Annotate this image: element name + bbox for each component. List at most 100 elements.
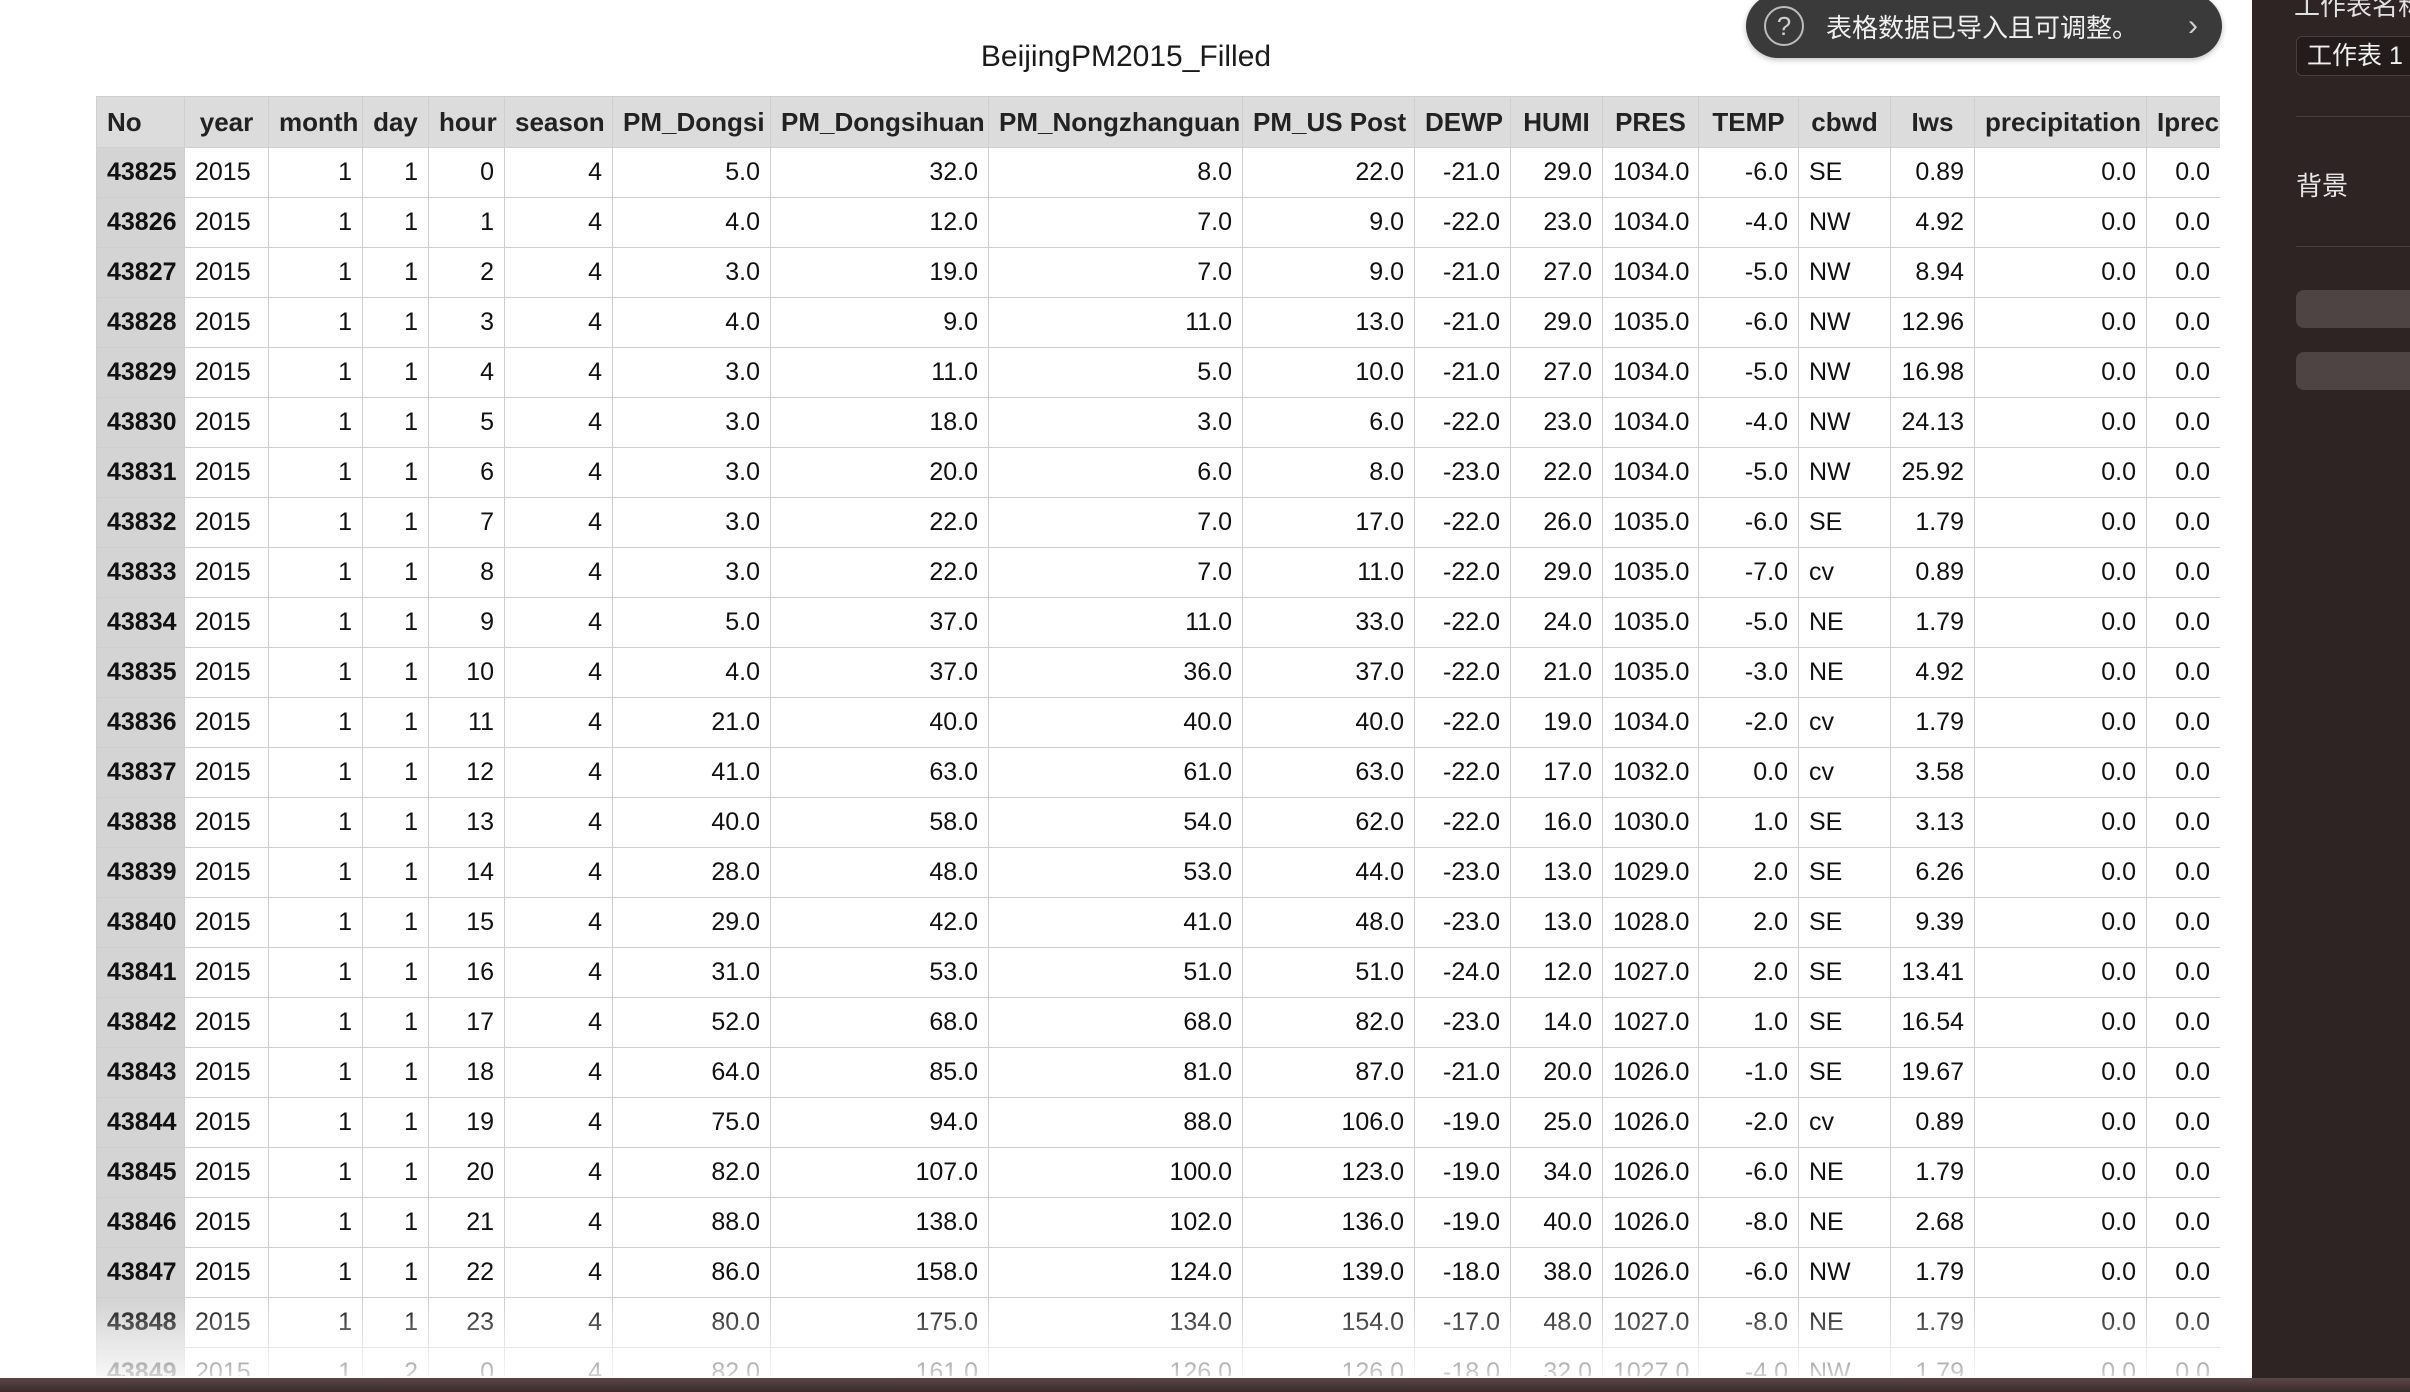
table-cell[interactable]: 11.0: [1242, 547, 1415, 598]
table-cell[interactable]: 24.0: [1510, 597, 1603, 648]
table-cell[interactable]: 18: [428, 1047, 505, 1098]
row-id-cell[interactable]: 43849: [96, 1347, 185, 1376]
column-header[interactable]: TEMP: [1698, 96, 1799, 148]
row-id-cell[interactable]: 43848: [96, 1297, 185, 1348]
table-cell[interactable]: 4: [504, 447, 613, 498]
table-cell[interactable]: 13.0: [1242, 297, 1415, 348]
table-cell[interactable]: 6: [428, 447, 505, 498]
table-cell[interactable]: 4: [504, 1097, 613, 1148]
row-id-cell[interactable]: 43842: [96, 997, 185, 1048]
table-cell[interactable]: 1035.0: [1602, 597, 1699, 648]
table-cell[interactable]: 2015: [184, 197, 269, 248]
row-id-cell[interactable]: 43831: [96, 447, 185, 498]
table-cell[interactable]: 2015: [184, 697, 269, 748]
table-cell[interactable]: -23.0: [1414, 897, 1511, 948]
table-cell[interactable]: 11: [428, 697, 505, 748]
table-cell[interactable]: 4: [504, 297, 613, 348]
table-cell[interactable]: -23.0: [1414, 847, 1511, 898]
table-cell[interactable]: 0.0: [1974, 697, 2147, 748]
table-cell[interactable]: NE: [1798, 647, 1891, 698]
table-cell[interactable]: 3.0: [612, 347, 771, 398]
table-cell[interactable]: 6.0: [988, 447, 1243, 498]
column-header[interactable]: hour: [428, 96, 505, 148]
table-cell[interactable]: NW: [1798, 247, 1891, 298]
table-cell[interactable]: 0.0: [1974, 1047, 2147, 1098]
table-cell[interactable]: 41.0: [988, 897, 1243, 948]
table-cell[interactable]: 2015: [184, 997, 269, 1048]
table-cell[interactable]: 1034.0: [1602, 197, 1699, 248]
table-cell[interactable]: 3.58: [1890, 747, 1975, 798]
table-cell[interactable]: 19.67: [1890, 1047, 1975, 1098]
table-cell[interactable]: 1: [362, 1097, 429, 1148]
table-cell[interactable]: 2015: [184, 347, 269, 398]
table-cell[interactable]: 1035.0: [1602, 297, 1699, 348]
table-cell[interactable]: 82.0: [612, 1347, 771, 1376]
row-id-cell[interactable]: 43836: [96, 697, 185, 748]
table-cell[interactable]: 0.89: [1890, 147, 1975, 198]
table-cell[interactable]: 2015: [184, 1147, 269, 1198]
table-cell[interactable]: 5.0: [612, 147, 771, 198]
table-cell[interactable]: 2015: [184, 1047, 269, 1098]
table-cell[interactable]: 1: [268, 547, 363, 598]
table-cell[interactable]: 1: [362, 747, 429, 798]
table-cell[interactable]: SE: [1798, 1047, 1891, 1098]
column-header[interactable]: year: [184, 96, 269, 148]
table-cell[interactable]: -19.0: [1414, 1197, 1511, 1248]
table-cell[interactable]: 5.0: [988, 347, 1243, 398]
table-cell[interactable]: 1035.0: [1602, 547, 1699, 598]
table-cell[interactable]: 4: [504, 997, 613, 1048]
table-cell[interactable]: 2015: [184, 847, 269, 898]
table-cell[interactable]: 0.0: [2146, 497, 2220, 548]
table-cell[interactable]: 1: [268, 247, 363, 298]
table-cell[interactable]: 0.0: [2146, 1297, 2220, 1348]
row-id-cell[interactable]: 43835: [96, 647, 185, 698]
row-id-cell[interactable]: 43845: [96, 1147, 185, 1198]
table-cell[interactable]: 1: [268, 1297, 363, 1348]
table-cell[interactable]: 0.0: [2146, 147, 2220, 198]
table-cell[interactable]: 8.94: [1890, 247, 1975, 298]
table-cell[interactable]: 7.0: [988, 497, 1243, 548]
table-cell[interactable]: -22.0: [1414, 747, 1511, 798]
table-cell[interactable]: 1.79: [1890, 497, 1975, 548]
table-cell[interactable]: 1: [268, 1147, 363, 1198]
table-cell[interactable]: 0: [428, 1347, 505, 1376]
table-cell[interactable]: 2015: [184, 497, 269, 548]
table-cell[interactable]: 1: [268, 747, 363, 798]
table-cell[interactable]: 31.0: [612, 947, 771, 998]
table-cell[interactable]: 1: [268, 1347, 363, 1376]
table-cell[interactable]: 1: [362, 1047, 429, 1098]
table-cell[interactable]: 40.0: [770, 697, 989, 748]
table-cell[interactable]: 126.0: [988, 1347, 1243, 1376]
row-id-cell[interactable]: 43844: [96, 1097, 185, 1148]
table-cell[interactable]: 1: [268, 997, 363, 1048]
table-cell[interactable]: 1: [362, 447, 429, 498]
table-cell[interactable]: 1.79: [1890, 1147, 1975, 1198]
table-cell[interactable]: 4.0: [612, 197, 771, 248]
table-cell[interactable]: -5.0: [1698, 447, 1799, 498]
table-cell[interactable]: 161.0: [770, 1347, 989, 1376]
table-cell[interactable]: 44.0: [1242, 847, 1415, 898]
table-cell[interactable]: 3.0: [612, 547, 771, 598]
table-cell[interactable]: -19.0: [1414, 1147, 1511, 1198]
table-cell[interactable]: 7: [428, 497, 505, 548]
row-id-cell[interactable]: 43840: [96, 897, 185, 948]
table-cell[interactable]: SE: [1798, 947, 1891, 998]
table-cell[interactable]: 2015: [184, 397, 269, 448]
column-header[interactable]: PM_US Post: [1242, 96, 1415, 148]
table-cell[interactable]: -2.0: [1698, 1097, 1799, 1148]
table-cell[interactable]: 1026.0: [1602, 1197, 1699, 1248]
table-cell[interactable]: 9.39: [1890, 897, 1975, 948]
table-cell[interactable]: -1.0: [1698, 1047, 1799, 1098]
row-id-cell[interactable]: 43825: [96, 147, 185, 198]
table-cell[interactable]: 14: [428, 847, 505, 898]
table-cell[interactable]: 18.0: [770, 397, 989, 448]
table-cell[interactable]: 4: [504, 897, 613, 948]
table-cell[interactable]: 1026.0: [1602, 1147, 1699, 1198]
chevron-right-icon[interactable]: ›: [2188, 9, 2198, 42]
table-cell[interactable]: 3.0: [612, 397, 771, 448]
table-cell[interactable]: 22.0: [770, 547, 989, 598]
row-id-cell[interactable]: 43846: [96, 1197, 185, 1248]
table-cell[interactable]: cv: [1798, 1097, 1891, 1148]
table-cell[interactable]: 0.0: [1974, 197, 2147, 248]
table-cell[interactable]: 29.0: [612, 897, 771, 948]
